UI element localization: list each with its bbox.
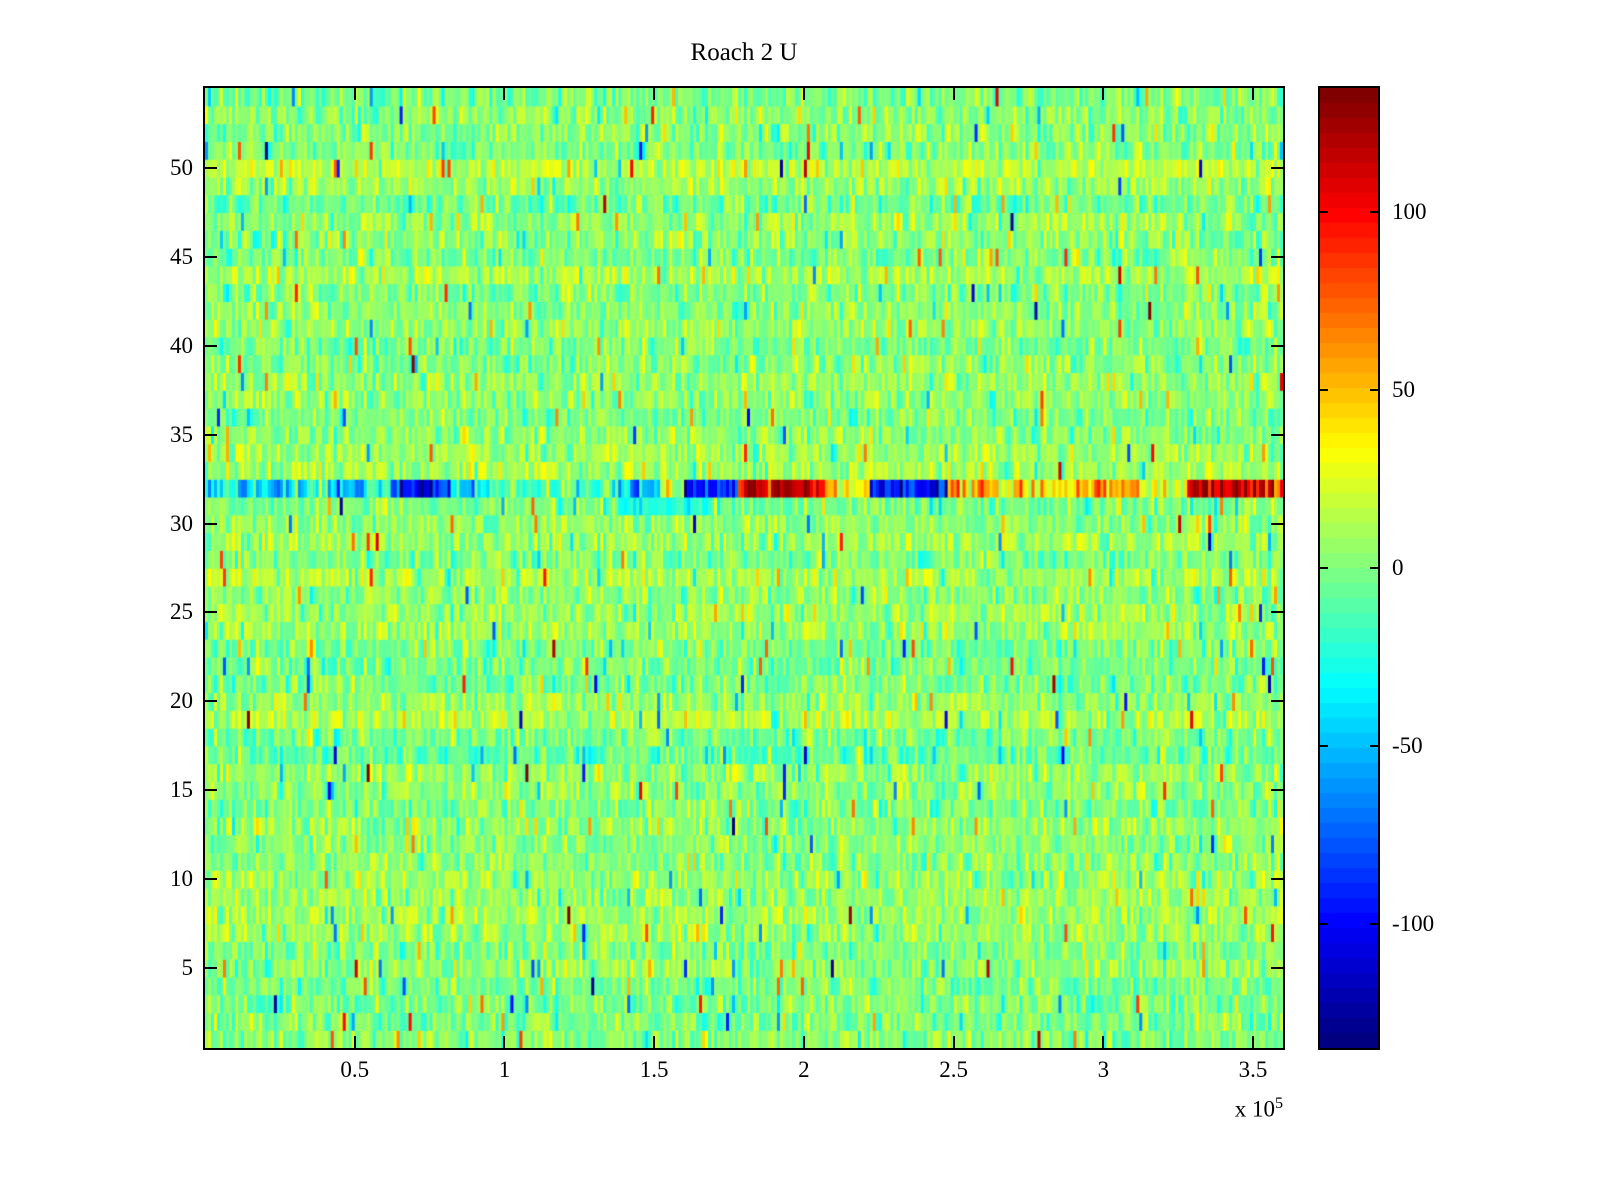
- y-tick-mark-right: [1271, 878, 1283, 881]
- x-tick-label: 2.5: [939, 1057, 968, 1082]
- x-tick-label: 1: [498, 1057, 511, 1082]
- x-axis-exponent-label: x 105: [1150, 1095, 1283, 1123]
- colorbar-tick-mark-right: [1370, 922, 1378, 925]
- colorbar-tick-label: -100: [1392, 910, 1435, 936]
- x-tick-mark-top: [353, 88, 356, 100]
- exponent-value-text: 5: [1274, 1095, 1283, 1112]
- colorbar-canvas: [1320, 88, 1378, 1048]
- y-tick-label: 25: [170, 599, 193, 625]
- y-tick-label: 50: [170, 155, 193, 180]
- y-tick-mark: [205, 167, 217, 169]
- colorbar-tick-mark-right: [1370, 389, 1378, 392]
- y-tick-mark: [205, 522, 217, 525]
- y-tick-label: 30: [170, 510, 193, 536]
- colorbar-tick-mark-right: [1370, 744, 1378, 747]
- y-tick-label: 40: [170, 332, 193, 358]
- y-tick-label: 45: [170, 243, 193, 269]
- x-tick-mark-top: [653, 88, 656, 100]
- colorbar-tick-mark: [1320, 922, 1328, 925]
- x-tick-mark: [952, 1036, 955, 1048]
- y-tick-mark: [205, 789, 217, 792]
- x-tick-mark: [802, 1036, 805, 1048]
- heatmap-plot-area: [203, 86, 1285, 1050]
- x-tick-mark-top: [802, 88, 805, 100]
- colorbar-tick-label: -50: [1392, 732, 1423, 758]
- y-tick-mark: [205, 255, 217, 258]
- colorbar-tick-mark: [1320, 744, 1328, 747]
- x-tick-label: 3.5: [1238, 1057, 1268, 1082]
- y-tick-mark-right: [1271, 344, 1283, 347]
- y-tick-mark-right: [1271, 967, 1283, 969]
- colorbar-tick-label: 100: [1392, 199, 1427, 225]
- x-tick-label: 2: [798, 1057, 810, 1082]
- y-tick-mark: [205, 344, 217, 347]
- colorbar-tick-label: 50: [1392, 377, 1415, 403]
- y-tick-mark-right: [1271, 167, 1283, 169]
- x-tick-mark-top: [952, 88, 955, 100]
- y-tick-mark: [205, 967, 217, 969]
- y-tick-mark: [205, 433, 217, 436]
- exponent-base-text: x 10: [1234, 1096, 1275, 1122]
- x-tick-label: 1.5: [639, 1057, 669, 1082]
- x-tick-mark: [503, 1036, 506, 1048]
- y-tick-label: 35: [170, 421, 193, 447]
- y-tick-mark-right: [1271, 522, 1283, 525]
- y-tick-label: 5: [181, 955, 194, 980]
- y-tick-mark: [205, 878, 217, 881]
- y-tick-mark: [205, 700, 217, 703]
- y-tick-label: 15: [170, 777, 193, 803]
- colorbar-tick-mark: [1320, 567, 1328, 569]
- y-tick-mark-right: [1271, 789, 1283, 792]
- colorbar-tick-mark: [1320, 211, 1328, 214]
- colorbar: [1318, 86, 1380, 1050]
- chart-title: Roach 2 U: [690, 39, 798, 66]
- x-tick-mark-top: [1102, 88, 1105, 100]
- colorbar-tick-mark: [1320, 389, 1328, 392]
- colorbar-tick-mark-right: [1370, 211, 1378, 214]
- y-tick-mark: [205, 611, 217, 614]
- x-tick-mark-top: [1252, 88, 1255, 100]
- y-tick-label: 20: [170, 688, 193, 714]
- y-tick-mark-right: [1271, 611, 1283, 614]
- x-tick-mark: [653, 1036, 656, 1048]
- y-tick-mark-right: [1271, 433, 1283, 436]
- x-tick-mark: [1252, 1036, 1255, 1048]
- x-tick-mark-top: [503, 88, 506, 100]
- x-tick-mark: [1102, 1036, 1105, 1048]
- x-tick-label: 3: [1097, 1057, 1110, 1082]
- colorbar-tick-label: 0: [1392, 555, 1404, 580]
- y-tick-mark-right: [1271, 255, 1283, 258]
- y-tick-mark-right: [1271, 700, 1283, 703]
- x-tick-label: 0.5: [340, 1057, 370, 1082]
- heatmap-canvas: [205, 88, 1283, 1048]
- x-tick-mark: [353, 1036, 356, 1048]
- colorbar-tick-mark-right: [1370, 567, 1378, 569]
- y-tick-label: 10: [170, 866, 193, 892]
